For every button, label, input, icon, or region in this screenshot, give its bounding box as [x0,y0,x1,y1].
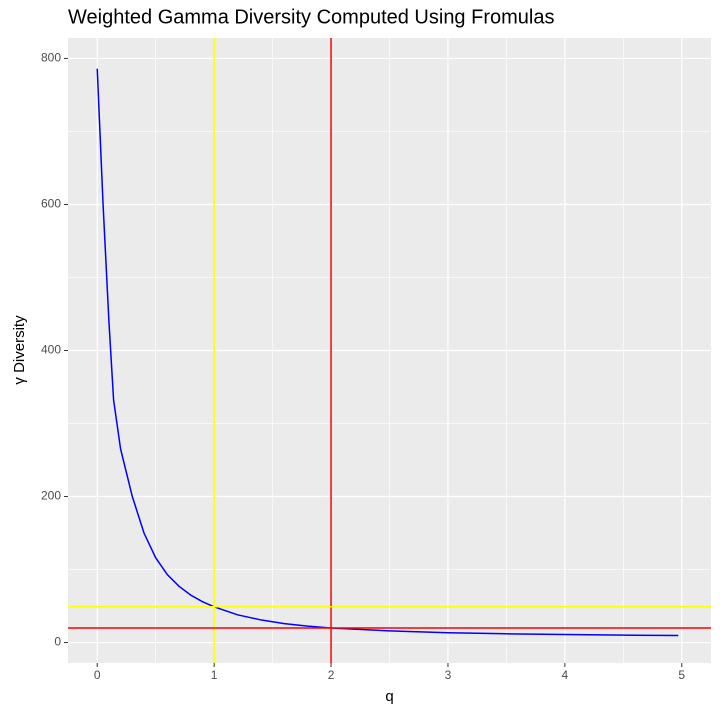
x-axis-label: q [385,688,393,705]
y-tick-label: 200 [41,489,61,503]
x-tick-label: 4 [562,668,569,682]
x-tick-label: 1 [211,668,218,682]
line [96,68,679,637]
chart-title: Weighted Gamma Diversity Computed Using … [68,6,554,28]
x-tick-label: 0 [94,668,101,682]
x-tick-label: 2 [328,668,335,682]
x-tick-label: 5 [678,668,685,682]
y-axis-label: γ Diversity [11,315,28,385]
y-tick-label: 400 [41,343,61,357]
y-tick-label: 800 [41,51,61,65]
y-tick-label: 0 [54,635,61,649]
y-tick-label: 600 [41,197,61,211]
x-tick-label: 3 [445,668,452,682]
